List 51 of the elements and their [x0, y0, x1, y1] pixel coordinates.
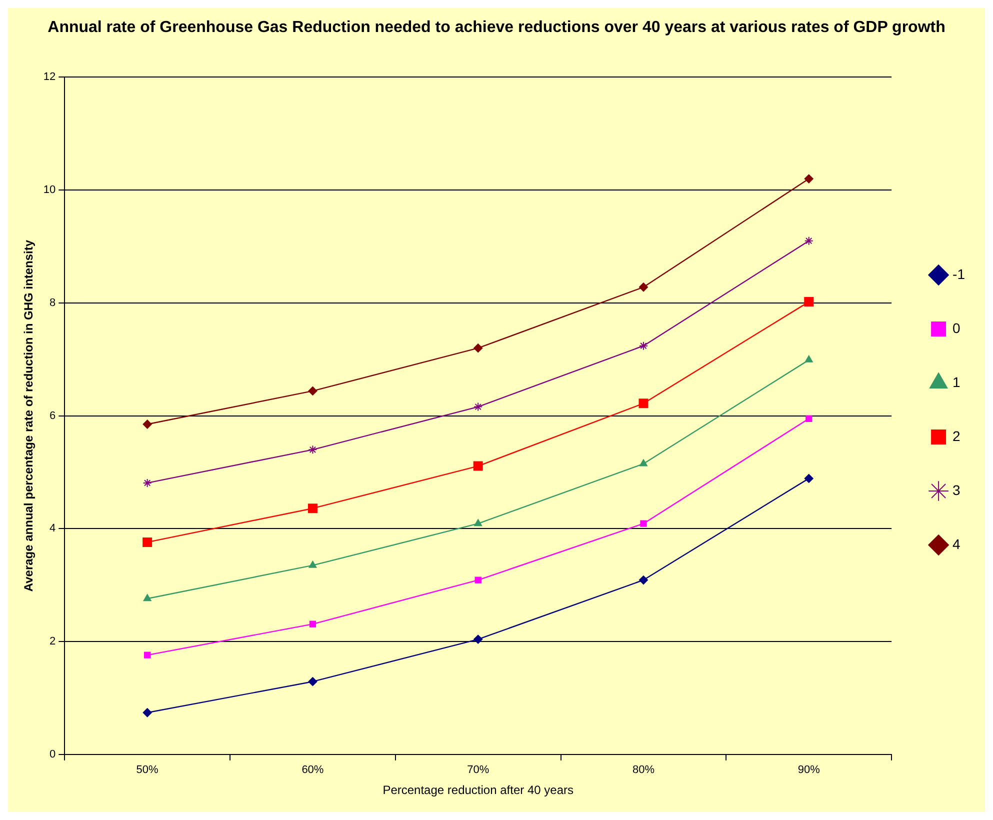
point	[474, 519, 482, 526]
x-tick-label: 60%	[302, 764, 324, 776]
x-tick-label: 80%	[632, 764, 655, 776]
x-tick-label: 90%	[798, 764, 820, 776]
point	[142, 537, 152, 547]
point	[804, 174, 814, 184]
point	[638, 341, 648, 350]
point	[308, 504, 318, 514]
y-tick-label: 8	[50, 296, 56, 309]
point	[804, 474, 814, 483]
y-tick-label: 4	[50, 522, 56, 535]
point	[806, 415, 812, 422]
point	[142, 708, 152, 718]
point	[474, 344, 483, 353]
point	[640, 520, 647, 527]
legend-label: 2	[952, 428, 961, 444]
point	[638, 576, 648, 585]
y-tick-label: 12	[43, 71, 56, 84]
point	[640, 459, 648, 466]
point	[638, 282, 648, 292]
x-tick-label: 50%	[136, 764, 159, 776]
y-tick-label: 0	[50, 748, 56, 760]
x-tick-label: 70%	[467, 764, 490, 776]
point	[804, 236, 814, 246]
y-tick-label: 2	[50, 636, 56, 648]
point	[142, 420, 152, 429]
legend-label: 3	[952, 482, 961, 498]
y-tick-label: 10	[43, 184, 56, 196]
point	[473, 461, 483, 471]
y-axis-title: Average annual percentage rate of reduction in GHG intensity	[22, 240, 36, 592]
point	[474, 634, 483, 644]
point	[308, 386, 318, 396]
chart-title: Annual rate of Greenhouse Gas Reduction needed to achieve reductions over 40 years at various rates of GDP growth	[48, 19, 946, 36]
point	[804, 355, 813, 362]
point	[143, 594, 152, 602]
point	[308, 677, 318, 686]
point	[638, 398, 648, 408]
legend-label: 4	[952, 536, 961, 552]
legend-label: -1	[952, 266, 966, 282]
point	[308, 445, 318, 454]
point	[144, 652, 151, 658]
point	[804, 297, 814, 307]
point	[309, 620, 316, 628]
point	[474, 576, 482, 584]
y-tick-label: 6	[50, 410, 56, 422]
point	[142, 478, 152, 488]
point	[308, 560, 317, 568]
legend-label: 0	[952, 320, 961, 336]
x-axis-title: Percentage reduction after 40 years	[382, 783, 574, 798]
point	[474, 402, 483, 412]
legend-label: 1	[952, 374, 961, 390]
